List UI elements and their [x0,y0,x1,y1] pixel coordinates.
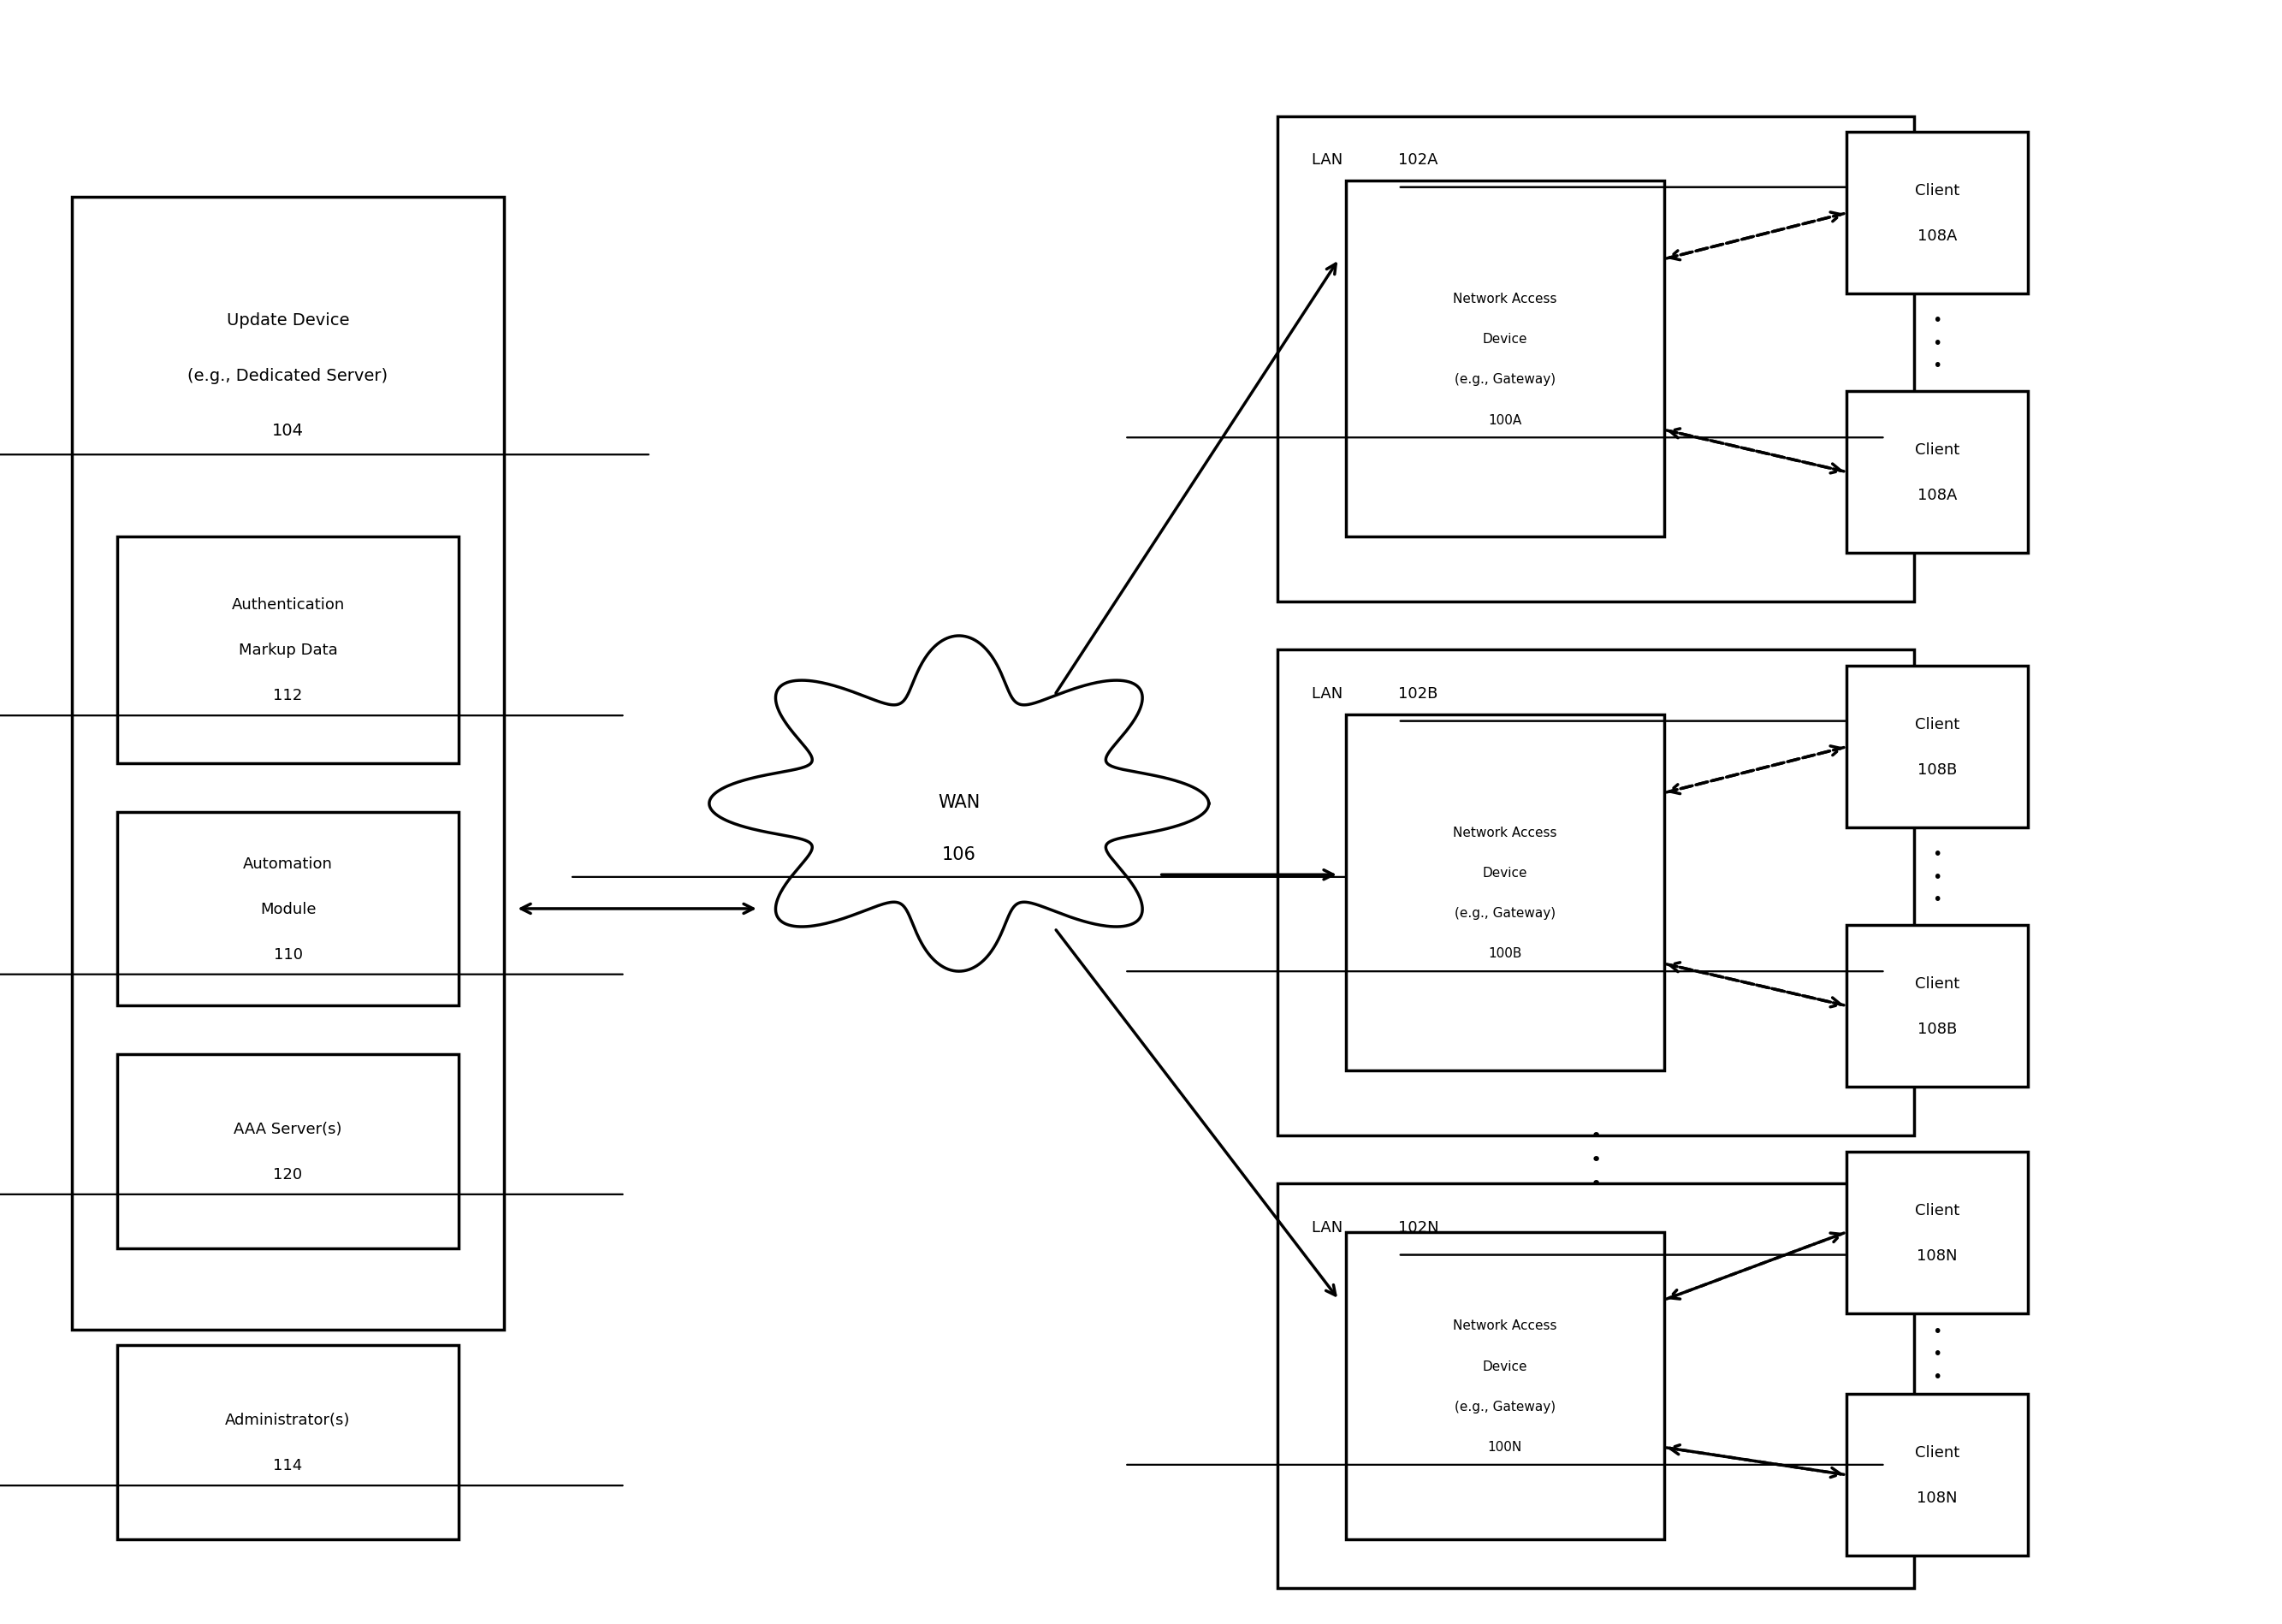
FancyBboxPatch shape [1278,650,1915,1135]
Text: 106: 106 [942,846,977,862]
Text: (e.g., Dedicated Server): (e.g., Dedicated Server) [187,367,388,383]
Text: •
•
•: • • • [1933,1324,1942,1384]
FancyBboxPatch shape [1846,1151,2029,1314]
Text: Client: Client [1915,442,1960,458]
Text: 108B: 108B [1917,1021,1958,1036]
Text: 108A: 108A [1917,229,1958,244]
FancyBboxPatch shape [1846,926,2029,1086]
Text: 114: 114 [274,1457,304,1473]
Text: 100A: 100A [1488,414,1522,427]
Text: Markup Data: Markup Data [237,643,338,658]
Text: 102A: 102A [1399,153,1438,167]
FancyBboxPatch shape [1346,715,1664,1070]
FancyBboxPatch shape [1846,666,2029,828]
Ellipse shape [767,666,924,780]
Text: •
•
•: • • • [1933,312,1942,374]
Ellipse shape [993,666,1152,780]
Text: 110: 110 [274,947,304,961]
FancyBboxPatch shape [116,538,459,763]
Text: AAA Server(s): AAA Server(s) [233,1121,342,1137]
Text: 108B: 108B [1917,762,1958,778]
Text: Automation: Automation [244,856,333,872]
Text: Update Device: Update Device [226,312,349,328]
Text: 108N: 108N [1917,1489,1958,1505]
Text: Device: Device [1483,866,1527,879]
Text: Client: Client [1915,184,1960,198]
Ellipse shape [1050,820,1187,918]
Text: Module: Module [260,901,315,916]
FancyBboxPatch shape [1846,133,2029,294]
Text: •
•
•: • • • [1591,1127,1602,1192]
Text: 100N: 100N [1488,1440,1522,1453]
FancyBboxPatch shape [116,1054,459,1249]
Text: Client: Client [1915,716,1960,732]
Text: 108A: 108A [1917,487,1958,503]
FancyBboxPatch shape [1846,391,2029,554]
Text: 100B: 100B [1488,947,1522,960]
Text: 102B: 102B [1399,685,1438,702]
FancyBboxPatch shape [116,812,459,1005]
Text: LAN: LAN [1312,153,1349,167]
Text: Client: Client [1915,976,1960,991]
Text: 112: 112 [274,689,304,703]
Ellipse shape [694,744,837,848]
Text: WAN: WAN [938,794,979,810]
Text: LAN: LAN [1312,685,1349,702]
Text: Client: Client [1915,1202,1960,1218]
Ellipse shape [733,820,867,918]
Text: LAN: LAN [1312,1220,1349,1234]
Text: 104: 104 [272,422,304,438]
Text: Authentication: Authentication [230,598,345,612]
FancyBboxPatch shape [1278,1184,1915,1588]
FancyBboxPatch shape [1278,117,1915,603]
Text: Administrator(s): Administrator(s) [226,1413,351,1427]
FancyBboxPatch shape [116,1346,459,1540]
FancyBboxPatch shape [1846,1393,2029,1556]
Ellipse shape [776,747,1141,909]
Text: Device: Device [1483,1359,1527,1372]
FancyBboxPatch shape [1346,182,1664,538]
Text: 102N: 102N [1399,1220,1440,1234]
Text: Network Access: Network Access [1454,825,1556,838]
FancyBboxPatch shape [1346,1233,1664,1540]
Text: (e.g., Gateway): (e.g., Gateway) [1454,374,1556,387]
Text: Network Access: Network Access [1454,292,1556,305]
Text: (e.g., Gateway): (e.g., Gateway) [1454,1400,1556,1413]
Ellipse shape [1079,744,1225,848]
Text: Network Access: Network Access [1454,1319,1556,1332]
Text: (e.g., Gateway): (e.g., Gateway) [1454,906,1556,919]
Text: Device: Device [1483,333,1527,346]
Ellipse shape [867,627,1050,755]
Text: •
•
•: • • • [1933,846,1942,908]
Text: Client: Client [1915,1445,1960,1460]
Text: 108N: 108N [1917,1247,1958,1263]
FancyBboxPatch shape [71,198,504,1330]
Text: 120: 120 [274,1166,304,1182]
